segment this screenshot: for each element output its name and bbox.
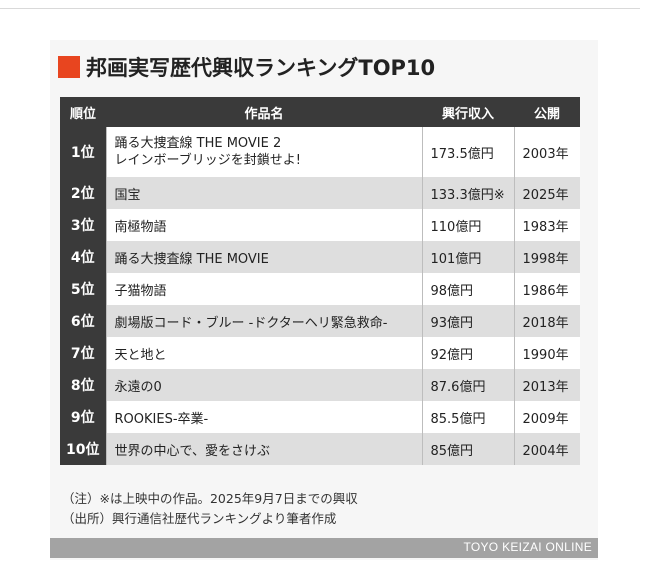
header-title: 作品名: [106, 97, 422, 127]
figure-title: 邦画実写歴代興収ランキングTOP10: [58, 50, 435, 84]
table-row: 7位 天と地と 92億円 1990年: [60, 337, 580, 369]
table-row: 9位 ROOKIES-卒業- 85.5億円 2009年: [60, 401, 580, 433]
rank-cell: 10位: [60, 433, 106, 465]
source-line: （出所）興行通信社歴代ランキングより筆者作成: [62, 511, 337, 526]
year-cell: 2025年: [513, 177, 580, 209]
table-header-row: 順位 作品名 興行収入 公開: [60, 97, 580, 127]
title-cell: 子猫物語: [105, 273, 422, 305]
revenue-cell: 110億円: [421, 209, 514, 241]
title-cell: 国宝: [105, 177, 422, 209]
year-cell: 1983年: [513, 209, 580, 241]
year-cell: 2003年: [513, 127, 580, 177]
table-row: 4位 踊る大捜査線 THE MOVIE 101億円 1998年: [60, 241, 580, 273]
rank-cell: 4位: [60, 241, 106, 273]
notes: （注）※は上映中の作品。2025年9月7日までの興収 （出所）興行通信社歴代ラン…: [62, 489, 358, 529]
table-row: 8位 永遠の0 87.6億円 2013年: [60, 369, 580, 401]
title-cell: 踊る大捜査線 THE MOVIE 2 レインボーブリッジを封鎖せよ!: [105, 127, 422, 177]
title-cell: 天と地と: [105, 337, 422, 369]
revenue-cell: 173.5億円: [421, 127, 514, 177]
revenue-cell: 98億円: [421, 273, 514, 305]
table-row: 5位 子猫物語 98億円 1986年: [60, 273, 580, 305]
rank-cell: 3位: [60, 209, 106, 241]
table-row: 2位 国宝 133.3億円※ 2025年: [60, 177, 580, 209]
ranking-table: 順位 作品名 興行収入 公開 1位 踊る大捜査線 THE MOVIE 2 レイン…: [60, 97, 580, 465]
title-cell: ROOKIES-卒業-: [105, 401, 422, 433]
header-revenue: 興行収入: [422, 97, 514, 127]
title-cell: 劇場版コード・ブルー -ドクターヘリ緊急救命-: [105, 305, 422, 337]
year-cell: 2018年: [513, 305, 580, 337]
table-row: 10位 世界の中心で、愛をさけぶ 85億円 2004年: [60, 433, 580, 465]
revenue-cell: 133.3億円※: [421, 177, 514, 209]
title-square-icon: [58, 56, 80, 78]
year-cell: 1990年: [513, 337, 580, 369]
rank-cell: 8位: [60, 369, 106, 401]
revenue-cell: 92億円: [421, 337, 514, 369]
year-cell: 1998年: [513, 241, 580, 273]
year-cell: 1986年: [513, 273, 580, 305]
revenue-cell: 101億円: [421, 241, 514, 273]
table-row: 3位 南極物語 110億円 1983年: [60, 209, 580, 241]
rank-cell: 1位: [60, 127, 106, 177]
year-cell: 2013年: [513, 369, 580, 401]
year-cell: 2009年: [513, 401, 580, 433]
title-cell: 永遠の0: [105, 369, 422, 401]
revenue-cell: 85億円: [421, 433, 514, 465]
table-row: 1位 踊る大捜査線 THE MOVIE 2 レインボーブリッジを封鎖せよ! 17…: [60, 127, 580, 177]
title-cell: 踊る大捜査線 THE MOVIE: [105, 241, 422, 273]
rank-cell: 9位: [60, 401, 106, 433]
table-row: 6位 劇場版コード・ブルー -ドクターヘリ緊急救命- 93億円 2018年: [60, 305, 580, 337]
revenue-cell: 93億円: [421, 305, 514, 337]
title-cell: 世界の中心で、愛をさけぶ: [105, 433, 422, 465]
header-rank: 順位: [60, 97, 106, 127]
title-cell: 南極物語: [105, 209, 422, 241]
header-year: 公開: [514, 97, 580, 127]
brand-label: TOYO KEIZAI ONLINE: [463, 540, 592, 554]
note-line: （注）※は上映中の作品。2025年9月7日までの興収: [62, 491, 358, 506]
top-divider: [0, 8, 640, 9]
revenue-cell: 87.6億円: [421, 369, 514, 401]
title-text: 邦画実写歴代興収ランキングTOP10: [86, 56, 436, 80]
rank-cell: 2位: [60, 177, 106, 209]
footer-bar: TOYO KEIZAI ONLINE: [50, 538, 598, 558]
title-line-1: 踊る大捜査線 THE MOVIE 2: [114, 136, 282, 151]
title-line-2: レインボーブリッジを封鎖せよ!: [114, 153, 301, 168]
year-cell: 2004年: [513, 433, 580, 465]
revenue-cell: 85.5億円: [421, 401, 514, 433]
rank-cell: 6位: [60, 305, 106, 337]
rank-cell: 5位: [60, 273, 106, 305]
rank-cell: 7位: [60, 337, 106, 369]
